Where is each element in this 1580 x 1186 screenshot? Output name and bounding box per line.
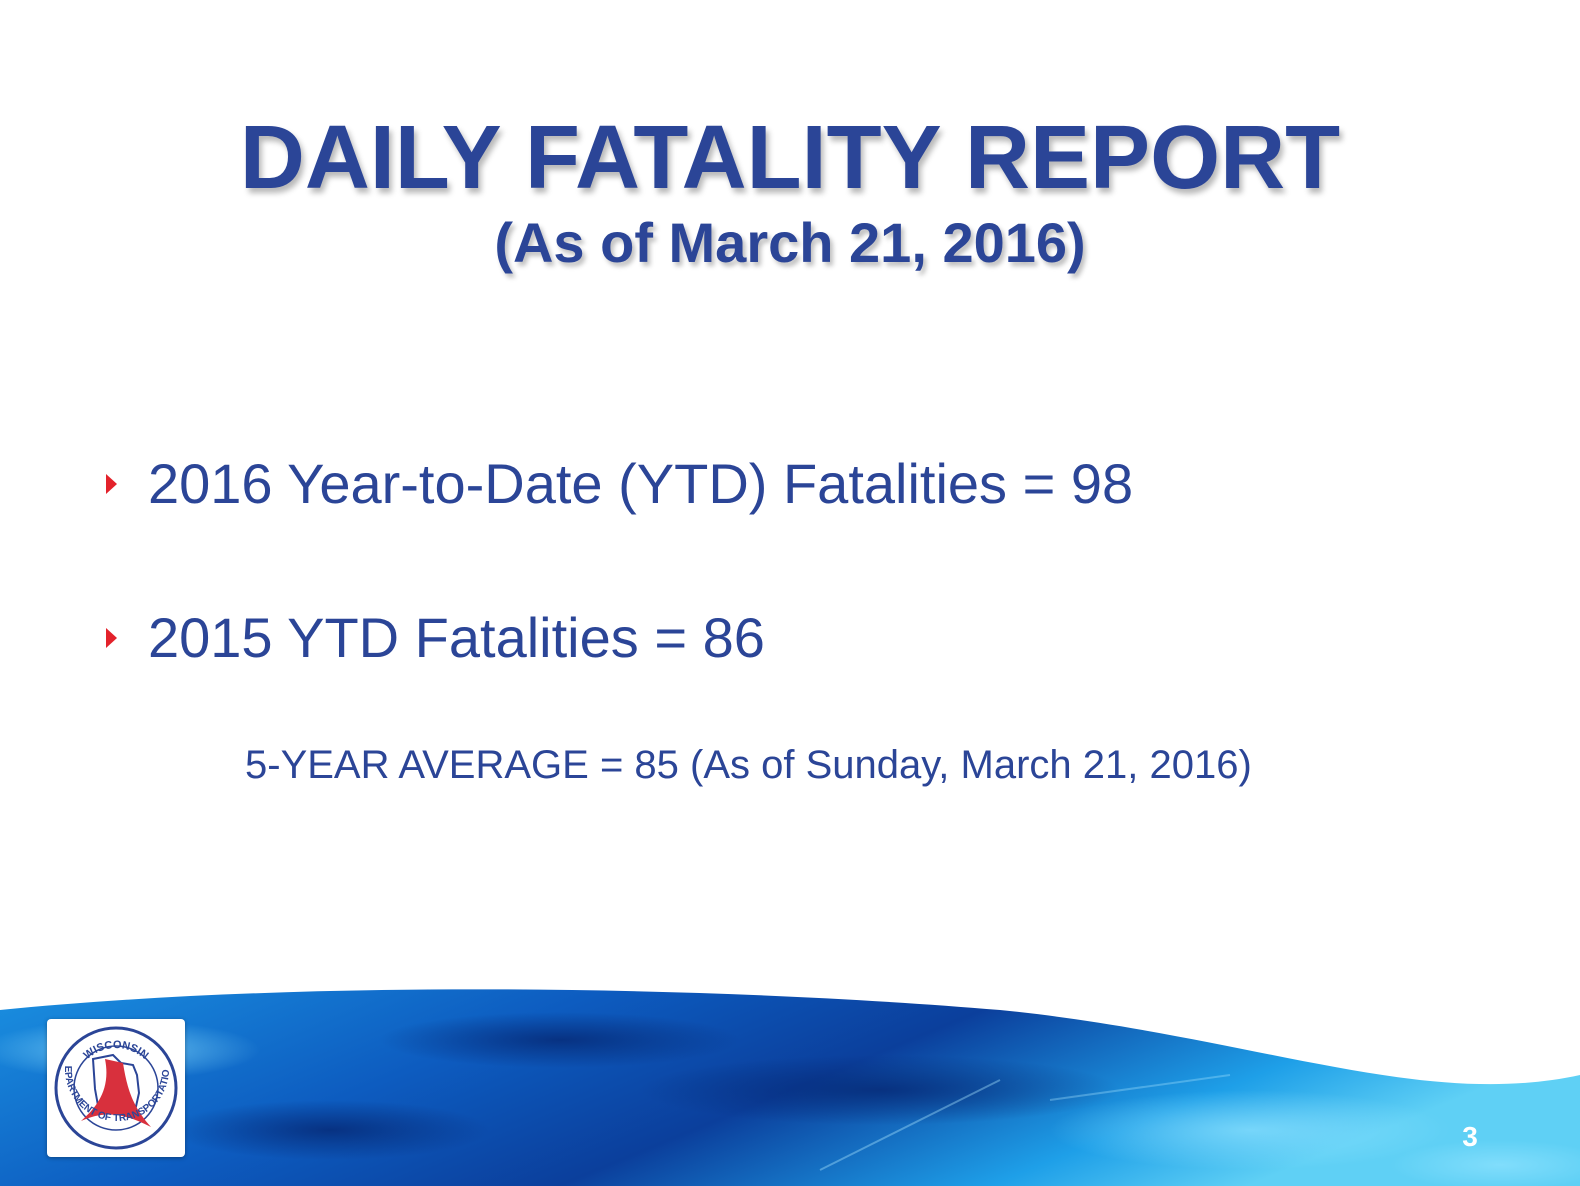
bullet-arrow-icon <box>106 474 117 494</box>
bullet-text: 2016 Year-to-Date (YTD) Fatalities = 98 <box>148 452 1134 515</box>
footer-wave-background <box>0 989 1580 1186</box>
bullet-arrow-icon <box>106 628 117 648</box>
slide-title: DAILY FATALITY REPORT <box>239 108 1341 208</box>
wisdot-seal-icon: WISCONSIN DEPARTMENT OF TRANSPORTATION <box>43 1011 178 1150</box>
bullet-text: 2015 YTD Fatalities = 86 <box>148 606 765 669</box>
wisdot-logo: WISCONSIN DEPARTMENT OF TRANSPORTATION <box>43 1011 185 1157</box>
page-number: 3 <box>1462 1121 1478 1152</box>
slide-subtitle: (As of March 21, 2016) <box>494 211 1086 274</box>
five-year-average-note: 5-YEAR AVERAGE = 85 (As of Sunday, March… <box>245 743 1252 787</box>
